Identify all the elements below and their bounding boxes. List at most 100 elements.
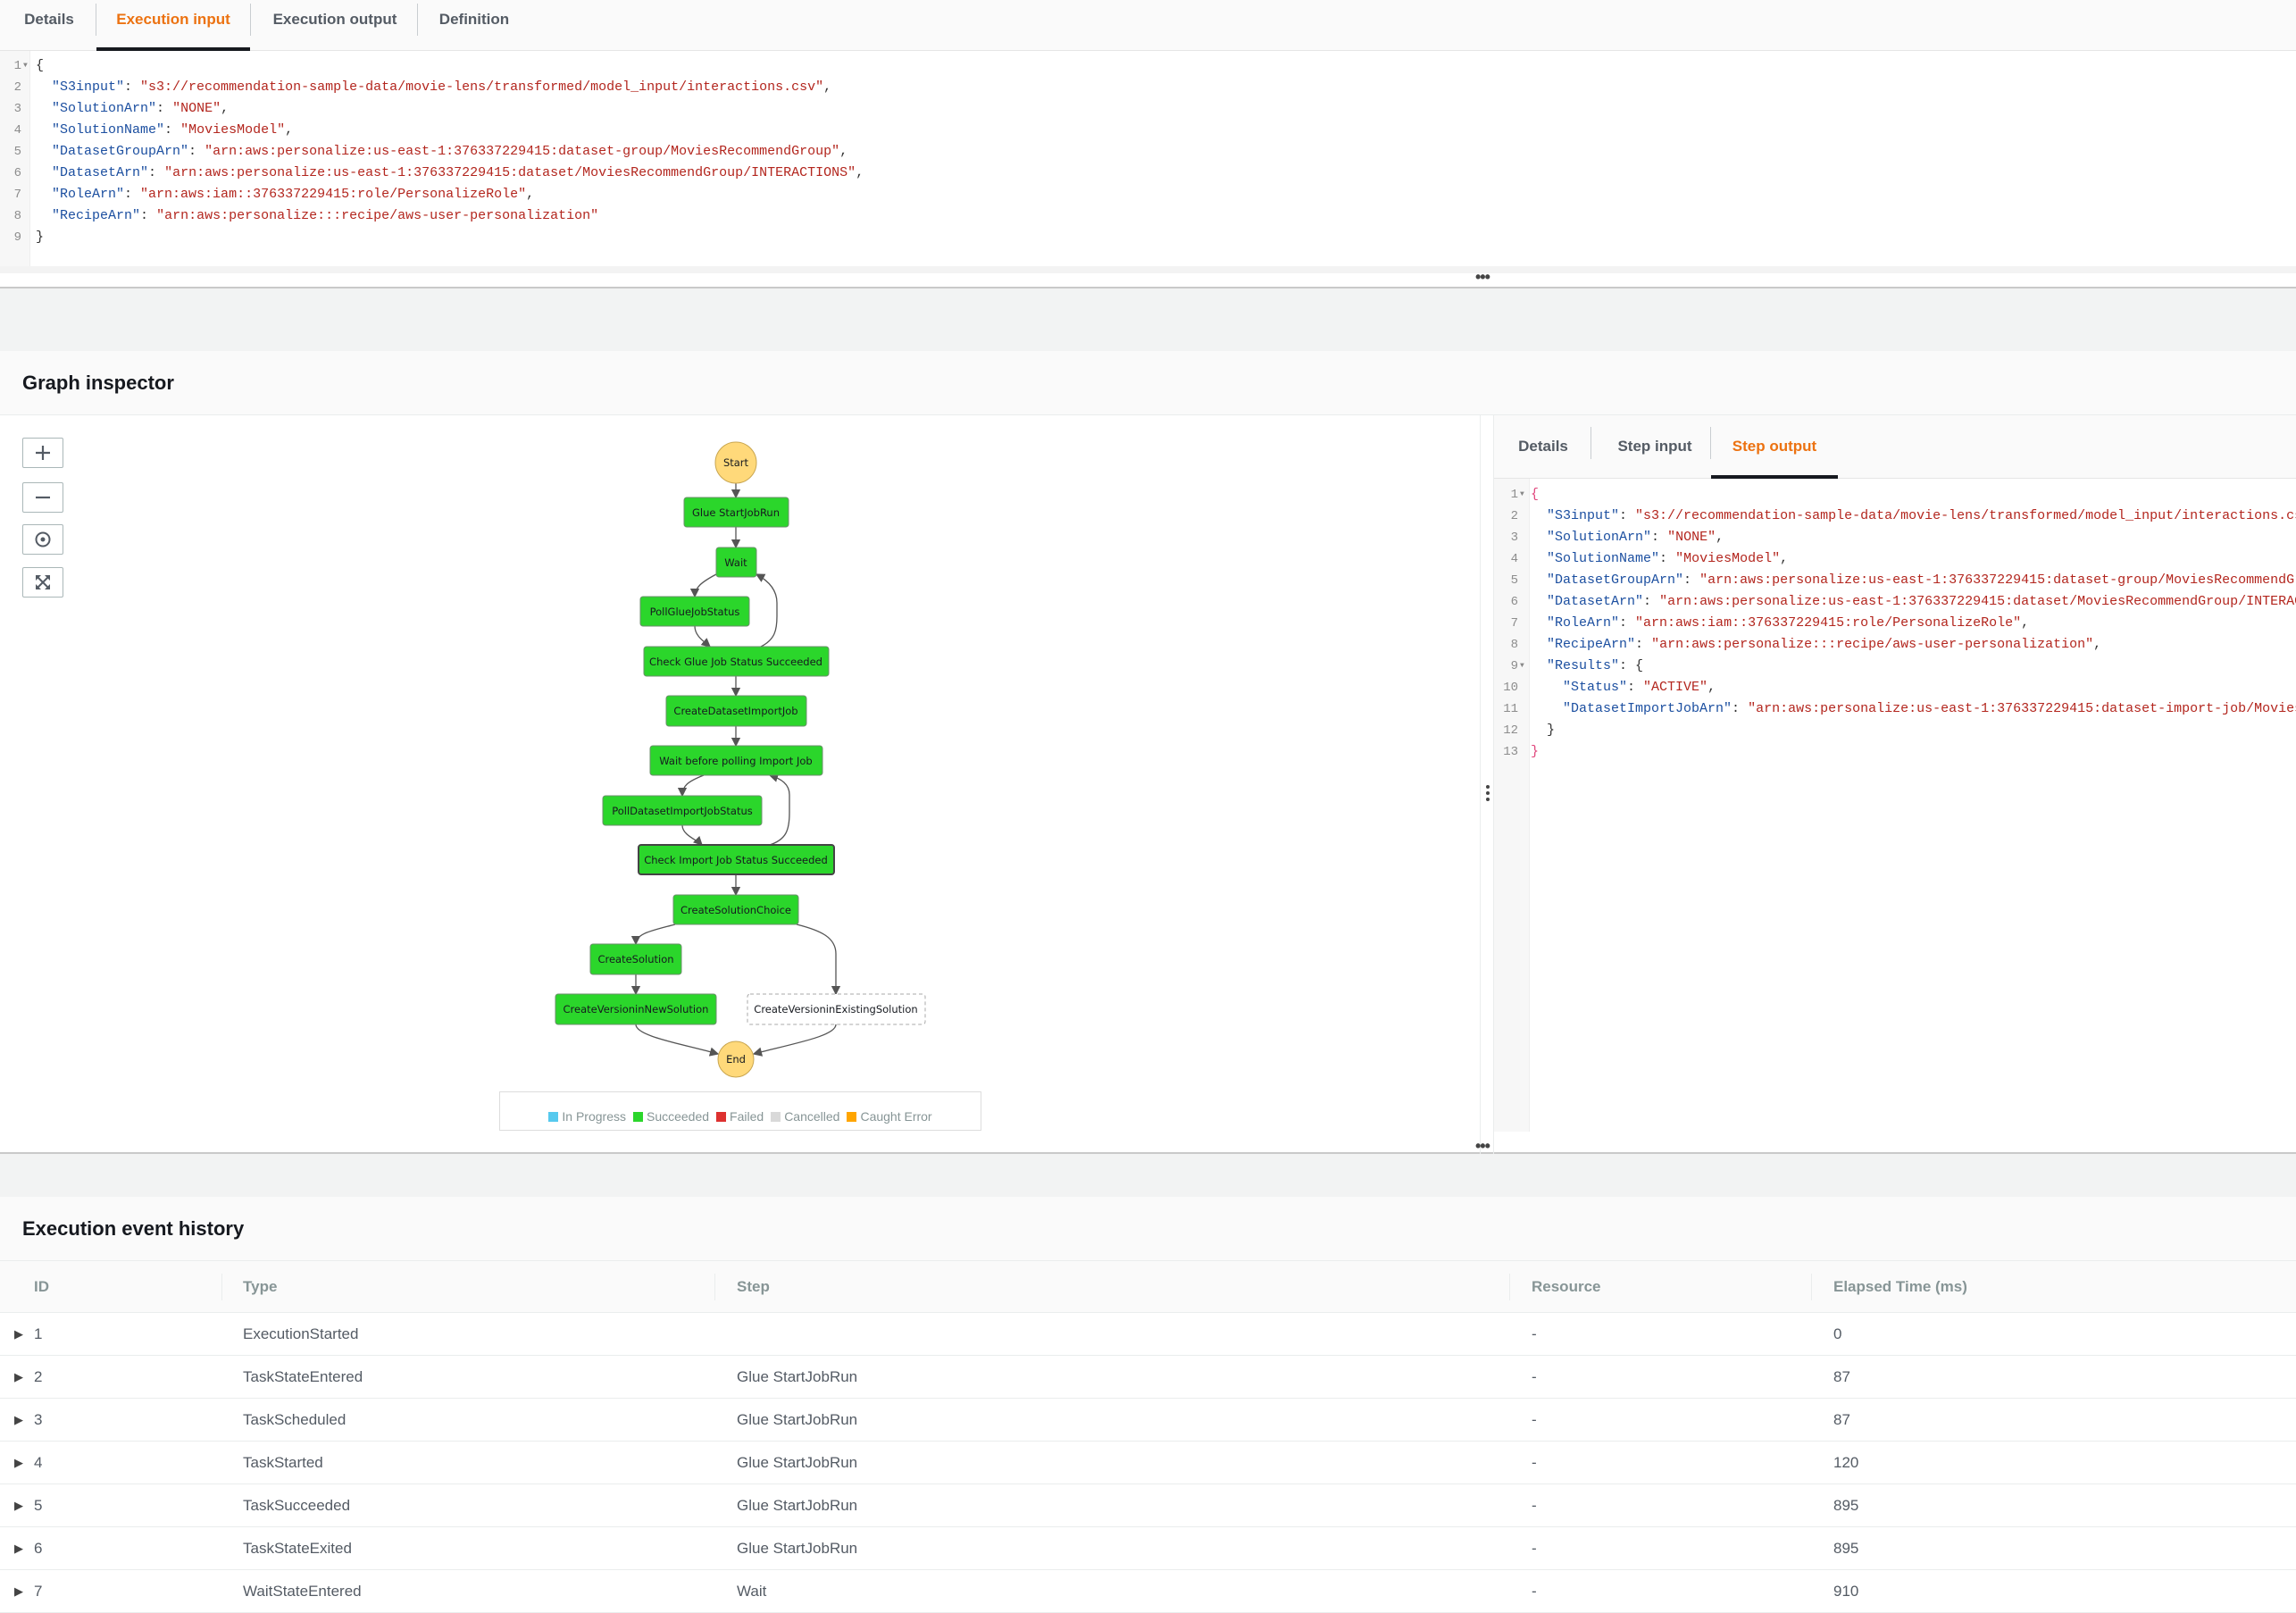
code-line: "SolutionArn": "NONE", [36, 98, 229, 120]
json-punctuation: } [36, 230, 45, 245]
json-key: "DatasetGroupArn" [52, 144, 189, 159]
expand-row-icon[interactable]: ▶ [14, 1413, 23, 1426]
state-glue-startjobrun[interactable]: Glue StartJobRun [683, 497, 789, 528]
expand-row-icon[interactable]: ▶ [14, 1370, 23, 1383]
zoom-out-button[interactable] [22, 482, 63, 513]
state-check-import-job-status[interactable]: Check Import Job Status Succeeded [638, 844, 835, 875]
column-header-type[interactable]: Type [243, 1278, 278, 1295]
code-line: "RecipeArn": "arn:aws:personalize:::reci… [1531, 634, 2101, 656]
cell-step: Glue StartJobRun [737, 1454, 858, 1471]
state-create-solution-choice[interactable]: CreateSolutionChoice [672, 894, 799, 925]
tab-step-details[interactable]: Details [1518, 438, 1568, 455]
fold-arrow-icon[interactable]: ▼ [1520, 490, 1524, 498]
json-punctuation: } [1531, 744, 1540, 759]
tab-step-input[interactable]: Step input [1617, 438, 1692, 455]
json-punctuation: : [148, 165, 165, 180]
tab-definition[interactable]: Definition [438, 11, 510, 28]
expand-row-icon[interactable]: ▶ [14, 1327, 23, 1341]
edge [689, 573, 717, 598]
fold-arrow-icon[interactable]: ▼ [23, 62, 28, 70]
resize-handle-icon[interactable]: ••• [1475, 268, 1490, 286]
column-header-resource[interactable]: Resource [1532, 1278, 1601, 1295]
column-divider [1509, 1274, 1510, 1300]
state-check-glue-job-status[interactable]: Check Glue Job Status Succeeded [643, 646, 830, 677]
cell-type: TaskStarted [243, 1454, 323, 1471]
svg-text:Wait: Wait [724, 556, 747, 569]
line-number: 4 [1510, 552, 1518, 566]
column-header-step[interactable]: Step [737, 1278, 770, 1295]
json-punctuation: : [1619, 615, 1636, 631]
json-punctuation: : [1635, 637, 1652, 652]
json-punctuation: : [1732, 701, 1749, 716]
end-node[interactable]: End [717, 1041, 755, 1078]
json-key: "SolutionName" [52, 122, 165, 138]
expand-row-icon[interactable]: ▶ [14, 1499, 23, 1512]
column-header-elapsed-time[interactable]: Elapsed Time (ms) [1833, 1278, 1967, 1295]
table-row[interactable]: ▶ 4 TaskStarted Glue StartJobRun - 120 [0, 1442, 2296, 1484]
cell-elapsed-time: 87 [1833, 1368, 1850, 1385]
tab-divider [250, 4, 251, 36]
state-poll-dataset-import-job-status[interactable]: PollDatasetImportJobStatus [602, 795, 763, 826]
json-string: "arn:aws:iam::376337229415:role/Personal… [1635, 615, 2022, 631]
fit-to-screen-button[interactable] [22, 567, 63, 598]
center-button[interactable] [22, 524, 63, 555]
json-string: "s3://recommendation-sample-data/movie-l… [140, 79, 824, 95]
edge [755, 573, 778, 648]
state-create-version-existing-solution[interactable]: CreateVersioninExistingSolution [747, 993, 926, 1025]
tab-execution-input[interactable]: Execution input [96, 0, 250, 51]
panel-splitter[interactable] [1480, 415, 1494, 1154]
json-punctuation: , [285, 122, 294, 138]
json-punctuation [1531, 680, 1563, 695]
expand-row-icon[interactable]: ▶ [14, 1542, 23, 1555]
json-punctuation: , [1707, 680, 1716, 695]
json-string: "s3://recommendation-sample-data/movie-l… [1635, 508, 2296, 523]
json-punctuation: , [2021, 615, 2030, 631]
table-row[interactable]: ▶ 1 ExecutionStarted - 0 [0, 1313, 2296, 1356]
state-create-version-new-solution[interactable]: CreateVersioninNewSolution [555, 993, 717, 1025]
line-number: 1 [13, 59, 21, 73]
code-line: "DatasetArn": "arn:aws:personalize:us-ea… [36, 163, 864, 184]
execution-input-editor[interactable]: 1 ▼ {2 "S3input": "s3://recommendation-sam… [0, 51, 2296, 266]
state-create-dataset-import-job[interactable]: CreateDatasetImportJob [665, 695, 807, 727]
json-punctuation: : [188, 144, 205, 159]
line-number: 13 [1503, 745, 1518, 759]
json-punctuation: , [839, 144, 848, 159]
table-row[interactable]: ▶ 5 TaskSucceeded Glue StartJobRun - 895 [0, 1484, 2296, 1527]
state-poll-glue-job-status[interactable]: PollGlueJobStatus [639, 596, 750, 627]
resize-bar[interactable]: ••• [0, 266, 2296, 288]
start-node[interactable]: Start [714, 441, 757, 484]
expand-row-icon[interactable]: ▶ [14, 1584, 23, 1598]
state-wait[interactable]: Wait [715, 547, 757, 578]
json-punctuation [1531, 615, 1547, 631]
state-create-solution[interactable]: CreateSolution [589, 943, 682, 975]
table-row[interactable]: ▶ 7 WaitStateEntered Wait - 910 [0, 1570, 2296, 1613]
tab-details[interactable]: Details [24, 11, 74, 28]
cell-elapsed-time: 910 [1833, 1583, 1859, 1600]
cell-elapsed-time: 120 [1833, 1454, 1859, 1471]
json-punctuation: : [156, 101, 173, 116]
line-number: 9 [13, 230, 21, 245]
code-line: "DatasetArn": "arn:aws:personalize:us-ea… [1531, 591, 2296, 613]
json-punctuation: : [1683, 572, 1700, 588]
column-divider [1811, 1274, 1812, 1300]
edge [752, 1024, 837, 1057]
table-row[interactable]: ▶ 2 TaskStateEntered Glue StartJobRun - 87 [0, 1356, 2296, 1399]
resize-handle-icon[interactable]: ••• [1475, 1137, 1490, 1155]
expand-row-icon[interactable]: ▶ [14, 1456, 23, 1469]
table-row[interactable]: ▶ 6 TaskStateExited Glue StartJobRun - 895 [0, 1527, 2296, 1570]
fold-arrow-icon[interactable]: ▼ [1520, 662, 1524, 670]
cell-id: 6 [34, 1540, 43, 1557]
table-row[interactable]: ▶ 3 TaskScheduled Glue StartJobRun - 87 [0, 1399, 2296, 1442]
tab-step-output[interactable]: Step output [1711, 415, 1838, 479]
tab-execution-output[interactable]: Execution output [272, 11, 397, 28]
step-output-editor[interactable] [1494, 479, 2296, 1132]
json-key: "DatasetArn" [52, 165, 149, 180]
zoom-in-button[interactable] [22, 438, 63, 468]
column-header-id[interactable]: ID [34, 1278, 49, 1295]
code-line: "S3input": "s3://recommendation-sample-d… [36, 77, 831, 98]
state-wait-before-polling[interactable]: Wait before polling Import Job [649, 745, 823, 776]
svg-text:Check Import Job Status Succee: Check Import Job Status Succeeded [644, 854, 828, 866]
cell-step: Glue StartJobRun [737, 1368, 858, 1385]
cell-elapsed-time: 895 [1833, 1497, 1859, 1514]
json-punctuation: : [1627, 680, 1644, 695]
